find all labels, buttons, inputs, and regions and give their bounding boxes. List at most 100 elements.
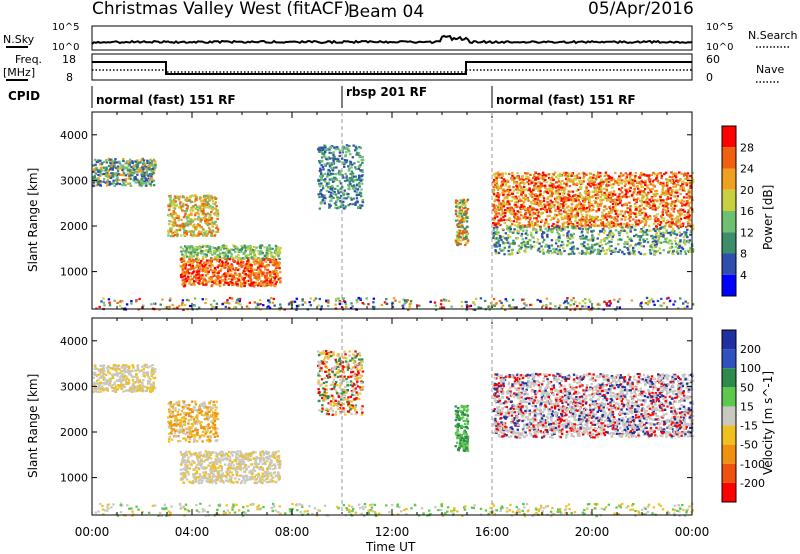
- power-cell: [181, 253, 184, 256]
- power-cell: [308, 301, 311, 304]
- power-cell: [586, 228, 589, 231]
- power-cell: [608, 191, 611, 194]
- power-cell: [434, 304, 438, 307]
- power-cell: [204, 222, 207, 225]
- power-cell: [632, 191, 635, 194]
- power-cell: [654, 206, 657, 210]
- power-cell: [572, 194, 575, 198]
- power-cell: [510, 177, 513, 180]
- power-cell: [544, 209, 547, 212]
- power-cell: [628, 238, 631, 241]
- power-cell: [113, 160, 117, 163]
- power-cell: [140, 158, 143, 161]
- power-cell: [599, 250, 603, 253]
- power-cell: [628, 201, 631, 204]
- power-cell: [652, 201, 656, 204]
- power-cell: [497, 204, 501, 207]
- power-cell: [351, 187, 355, 190]
- power-cell: [586, 243, 590, 246]
- power-cell: [112, 166, 115, 169]
- power-cell: [168, 205, 172, 208]
- power-cell: [276, 251, 280, 254]
- power-cell: [324, 148, 327, 151]
- power-cell: [651, 187, 654, 191]
- power-cell: [648, 198, 651, 201]
- power-cell: [638, 209, 642, 212]
- power-cell: [639, 174, 642, 177]
- power-cell: [555, 214, 559, 217]
- power-cell: [278, 251, 282, 255]
- power-cell: [205, 259, 209, 262]
- power-cell: [547, 223, 550, 226]
- power-cell: [532, 187, 536, 190]
- power-cell: [205, 298, 208, 301]
- power-cell: [523, 243, 526, 246]
- power-cell: [639, 236, 642, 239]
- power-cell: [573, 226, 576, 229]
- power-cell: [558, 172, 562, 175]
- power-cell: [594, 224, 598, 227]
- power-cell: [121, 300, 124, 303]
- power-cell: [556, 221, 559, 224]
- power-cell: [185, 196, 189, 199]
- power-cell: [184, 280, 187, 283]
- power-cell: [565, 221, 568, 224]
- power-cell: [557, 212, 561, 216]
- power-cell: [92, 181, 96, 184]
- power-cell: [534, 197, 537, 201]
- power-cell: [594, 183, 597, 186]
- power-cell: [547, 228, 551, 231]
- power-cell: [560, 188, 563, 192]
- power-cell: [575, 215, 578, 218]
- power-cell: [635, 206, 638, 209]
- power-cell: [231, 274, 235, 277]
- power-cell: [253, 263, 257, 266]
- power-cell: [680, 212, 684, 215]
- freq-label-1: Freq.: [15, 53, 42, 66]
- power-cell: [224, 252, 227, 256]
- power-cell: [619, 175, 623, 178]
- power-cell: [301, 298, 304, 301]
- power-cell: [576, 212, 580, 215]
- power-cell: [182, 258, 185, 261]
- power-cell: [180, 303, 184, 307]
- power-cell: [645, 229, 649, 232]
- power-cell: [651, 206, 654, 209]
- power-cell: [662, 219, 665, 223]
- power-cell: [598, 252, 602, 255]
- power-cell: [610, 225, 614, 228]
- power-cell: [624, 177, 628, 180]
- power-cell: [535, 201, 538, 204]
- power-cell: [122, 183, 126, 187]
- power-cell: [579, 220, 583, 223]
- power-cell: [259, 268, 262, 271]
- power-cell: [628, 245, 631, 248]
- power-cell: [640, 231, 644, 234]
- noise-tick-low: 10^0: [52, 42, 79, 53]
- power-cell: [548, 184, 551, 187]
- power-cell: [247, 247, 250, 251]
- power-cell: [359, 169, 362, 172]
- power-cell: [580, 209, 583, 212]
- power-cell: [627, 217, 630, 220]
- power-cell: [667, 214, 670, 217]
- power-cell: [92, 176, 95, 179]
- power-cell: [691, 171, 695, 175]
- power-cell: [322, 154, 326, 157]
- power-cell: [568, 184, 572, 188]
- power-cell: [521, 180, 524, 183]
- power-cell: [202, 280, 205, 283]
- power-cell: [189, 261, 192, 264]
- power-cell: [193, 259, 196, 262]
- power-cell: [245, 280, 248, 283]
- power-cell: [544, 245, 547, 248]
- power-cell: [562, 243, 565, 246]
- power-cell: [216, 230, 220, 233]
- power-cell: [114, 179, 118, 182]
- power-cell: [351, 172, 355, 175]
- power-cell: [149, 158, 152, 161]
- power-cell: [511, 174, 514, 177]
- power-cell: [580, 230, 584, 233]
- power-cell: [150, 303, 153, 306]
- power-cell: [227, 251, 230, 254]
